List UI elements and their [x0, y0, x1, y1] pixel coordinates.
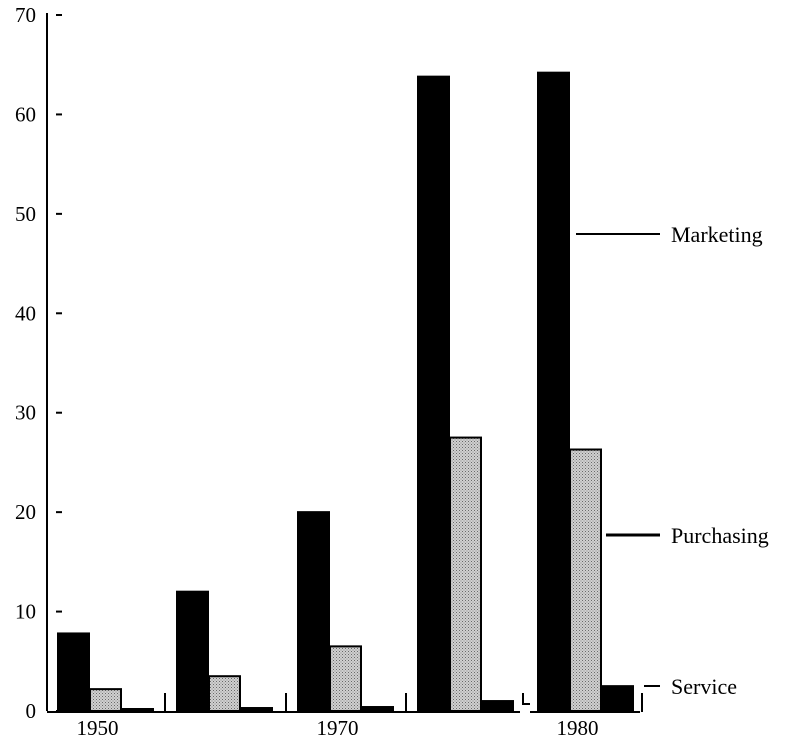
bar-marketing — [57, 632, 90, 713]
bar-service — [481, 700, 514, 712]
y-tick-label: 50 — [15, 202, 36, 226]
x-category-label: 1970 — [317, 716, 359, 738]
bar-service — [240, 707, 273, 713]
bar-service — [121, 708, 154, 712]
bar-marketing — [176, 590, 209, 713]
legend-label-marketing: Marketing — [671, 222, 763, 247]
bar-marketing — [297, 511, 330, 713]
y-tick-label: 60 — [15, 102, 36, 126]
bar-marketing — [417, 75, 450, 713]
y-tick-label: 20 — [15, 500, 36, 524]
group-separator — [522, 693, 530, 705]
bar-marketing — [537, 71, 570, 712]
bar-purchasing — [89, 688, 122, 713]
x-category-label: 1950 — [77, 716, 119, 738]
y-tick-label: 40 — [15, 301, 36, 325]
bar-service — [361, 706, 394, 712]
x-axis: 1950 1970 1980 — [47, 693, 643, 738]
legend: Marketing Purchasing Service — [576, 222, 769, 699]
bar-purchasing — [329, 645, 362, 712]
bars — [57, 71, 634, 713]
bar-purchasing — [449, 436, 482, 712]
bar-purchasing — [569, 448, 602, 712]
y-tick-label: 70 — [15, 3, 36, 27]
bar-service — [601, 685, 634, 713]
y-tick-label: 0 — [26, 699, 37, 723]
y-axis: 0 10 20 30 40 50 60 70 — [15, 3, 62, 723]
x-category-label: 1980 — [557, 716, 599, 738]
y-tick-label: 30 — [15, 401, 36, 425]
y-tick-label: 10 — [15, 600, 36, 624]
bar-purchasing — [208, 675, 241, 713]
legend-label-service: Service — [671, 674, 737, 699]
legend-label-purchasing: Purchasing — [671, 523, 769, 548]
